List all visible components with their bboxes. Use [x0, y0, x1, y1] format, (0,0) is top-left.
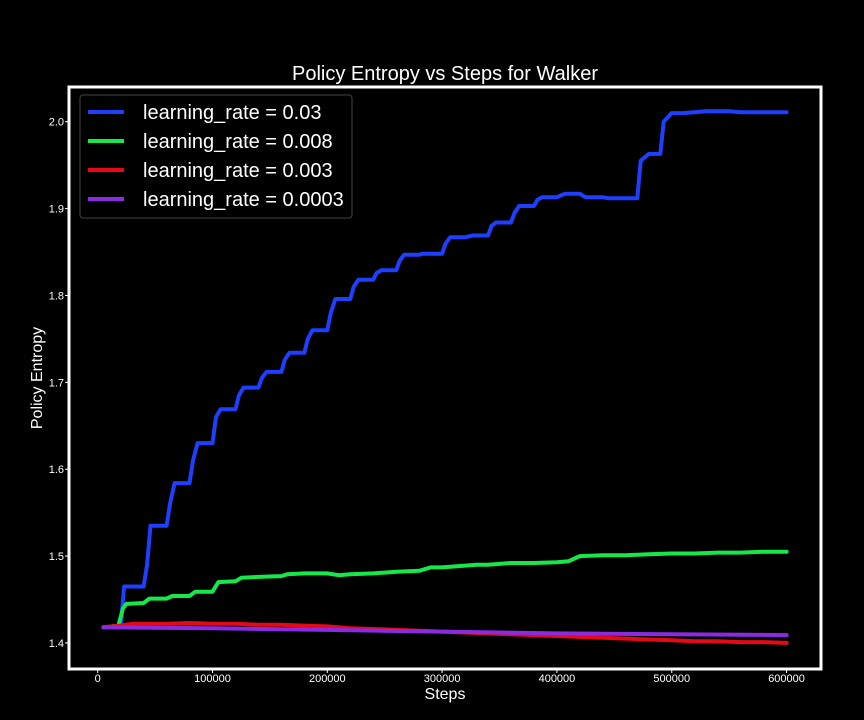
y-tick-label: 1.6: [49, 464, 64, 476]
legend: learning_rate = 0.03 learning_rate = 0.00…: [79, 94, 353, 219]
plot-frame: [67, 85, 823, 671]
y-axis-ticks: 1.4 1.5 1.6 1.7 1.8 1.9 2.0: [49, 117, 69, 650]
series-line-0: [101, 109, 789, 630]
y-tick-label: 1.8: [49, 290, 64, 302]
x-tick-label: 200000: [309, 673, 346, 685]
x-tick-label: 400000: [539, 673, 576, 685]
plot-lines: [101, 109, 789, 645]
legend-label-2: learning_rate = 0.003: [143, 160, 333, 182]
y-tick-label: 1.9: [49, 204, 64, 216]
x-tick-label: 0: [95, 673, 101, 685]
legend-label-1: learning_rate = 0.008: [143, 131, 333, 153]
x-tick-label: 600000: [768, 673, 805, 685]
y-axis-label: Policy Entropy: [29, 327, 46, 429]
x-axis-ticks: 0 100000 200000 300000 400000 500000 600000: [95, 669, 805, 685]
x-tick-label: 300000: [424, 673, 461, 685]
y-tick-label: 1.4: [49, 638, 64, 650]
x-axis-label: Steps: [425, 686, 466, 703]
y-tick-label: 1.7: [49, 377, 64, 389]
x-tick-label: 500000: [653, 673, 690, 685]
y-tick-label: 1.5: [49, 551, 64, 563]
legend-label-0: learning_rate = 0.03: [143, 102, 321, 124]
series-line-1: [101, 549, 789, 630]
legend-label-3: learning_rate = 0.0003: [143, 189, 344, 211]
chart-title: Policy Entropy vs Steps for Walker: [292, 63, 598, 85]
series-line-3: [101, 625, 789, 638]
x-tick-label: 100000: [194, 673, 231, 685]
y-tick-label: 2.0: [49, 117, 64, 129]
legend-box: [79, 94, 353, 219]
